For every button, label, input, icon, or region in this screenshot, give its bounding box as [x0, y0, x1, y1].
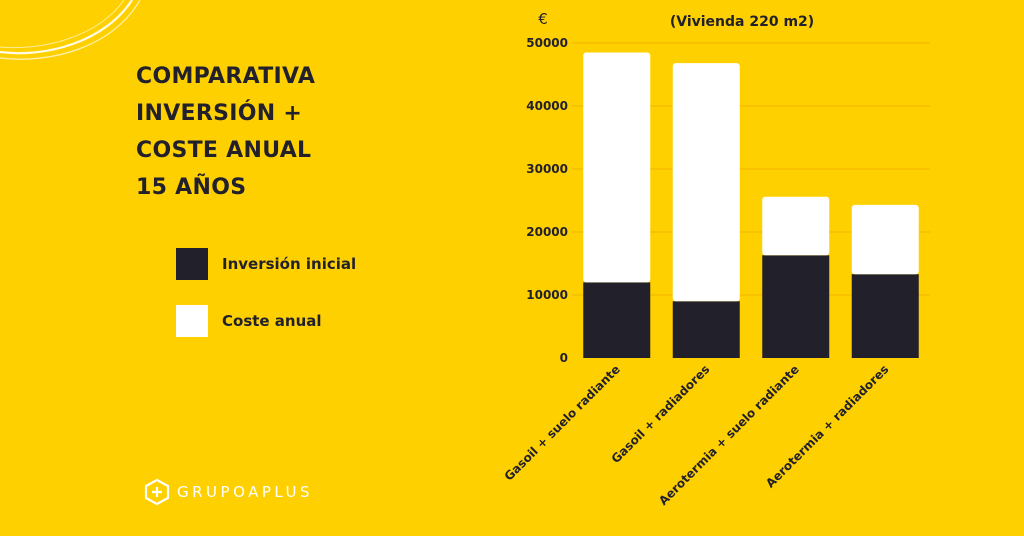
title-line: COMPARATIVA	[136, 64, 316, 89]
y-tick-label: 50000	[526, 36, 568, 50]
brand-logo-text: GRUPOAPLUS	[177, 483, 314, 501]
legend-item-inversion: Inversión inicial	[176, 247, 356, 280]
legend-label-coste: Coste anual	[222, 311, 322, 330]
legend-label-inversion: Inversión inicial	[222, 254, 357, 273]
y-axis-unit: €	[538, 10, 548, 28]
title-line: COSTE ANUAL	[136, 138, 312, 163]
bar-segment-inversion	[762, 255, 830, 358]
y-tick-label: 40000	[526, 99, 568, 113]
x-tick-label: Gasoil + suelo radiante	[502, 362, 623, 483]
decorative-swirl	[0, 0, 141, 60]
page-title: COMPARATIVA INVERSIÓN + COSTE ANUAL 15 A…	[136, 58, 315, 206]
y-tick-label: 30000	[526, 162, 568, 176]
x-tick-label: Aerotermia + suelo radiante	[656, 362, 802, 508]
bar-segment-coste	[672, 63, 740, 302]
y-tick-label: 20000	[526, 225, 568, 239]
brand-logo: GRUPOAPLUS	[143, 478, 313, 506]
bar-segment-inversion	[851, 274, 919, 358]
chart-title: (Vivienda 220 m2)	[670, 14, 814, 30]
bar-segment-coste	[583, 52, 651, 283]
hexagon-plus-logo-icon	[144, 478, 170, 506]
bar-segment-coste	[762, 196, 830, 256]
y-tick-label: 0	[560, 351, 568, 365]
x-tick-label: Gasoil + radiadores	[609, 362, 713, 466]
legend-item-coste: Coste anual	[176, 304, 356, 337]
title-line: INVERSIÓN +	[136, 101, 303, 126]
bar-segment-coste	[851, 204, 919, 275]
chart-legend: Inversión inicial Coste anual	[176, 247, 356, 361]
legend-swatch-coste	[176, 304, 208, 337]
bar-segment-inversion	[583, 282, 651, 358]
title-line: 15 AÑOS	[136, 175, 247, 200]
legend-swatch-inversion	[176, 247, 208, 280]
bar-segment-inversion	[672, 301, 740, 358]
y-tick-label: 10000	[526, 288, 568, 302]
